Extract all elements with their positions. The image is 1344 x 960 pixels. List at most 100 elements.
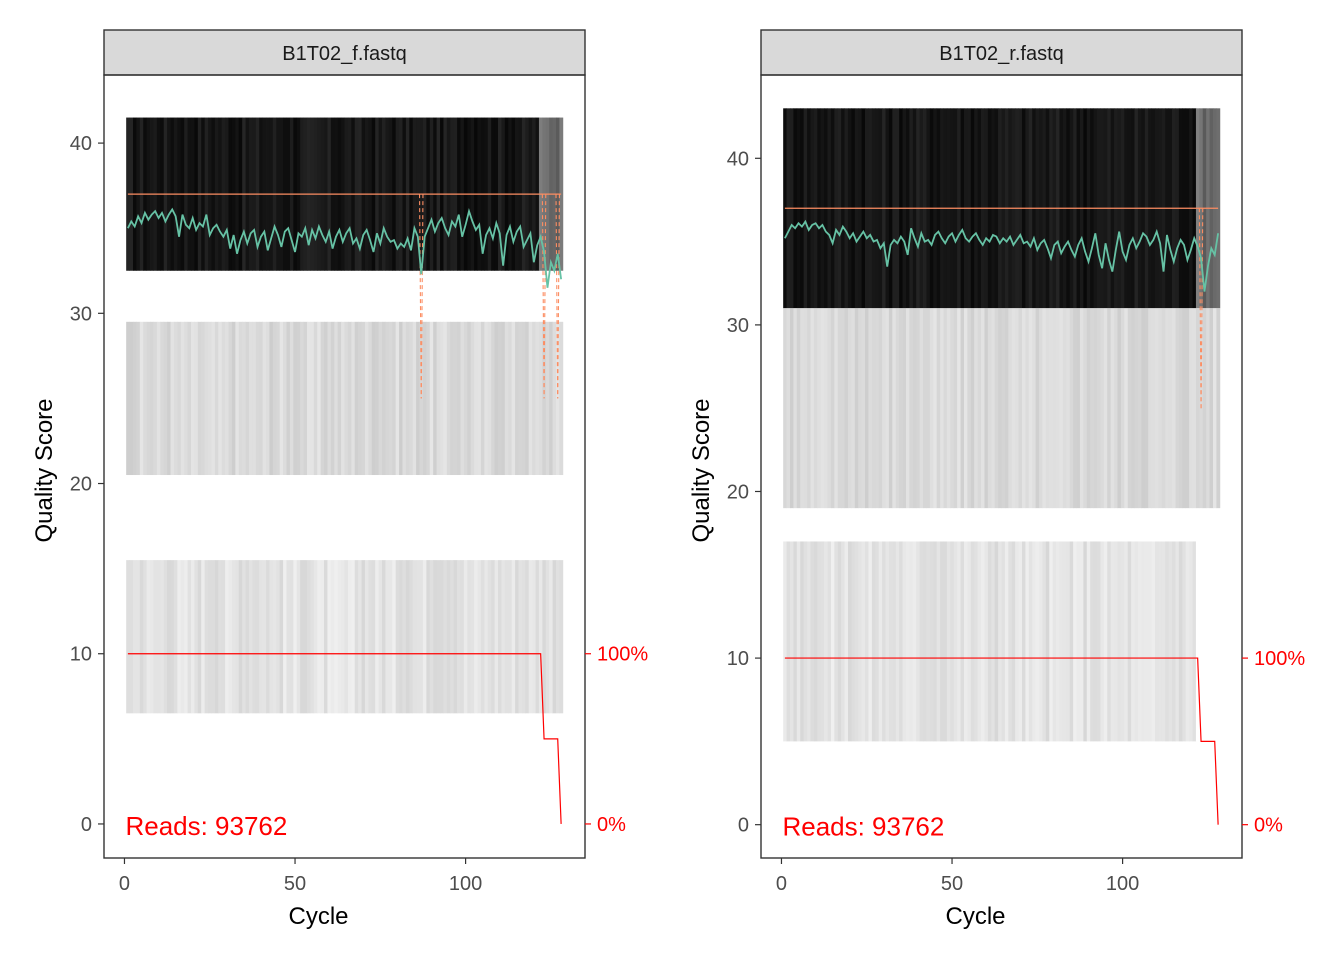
heatmap-cell (837, 541, 842, 742)
heatmap-cell (834, 541, 839, 742)
heatmap-cell (245, 321, 250, 476)
heatmap-cell (1175, 308, 1180, 509)
heatmap-cell (946, 308, 951, 509)
heatmap-cell (293, 321, 298, 476)
heatmap-cell (177, 560, 182, 714)
heatmap-cell (238, 321, 243, 476)
heatmap-cell (1110, 541, 1115, 742)
heatmap-cell (153, 560, 158, 714)
heatmap-cell (1206, 541, 1210, 742)
heatmap-cell (385, 560, 390, 714)
heatmap-cell (266, 560, 270, 714)
heatmap-cell (187, 321, 192, 476)
heatmap-cell (136, 321, 141, 476)
heatmap-cell (844, 308, 849, 509)
heatmap-cell (865, 541, 869, 742)
y-tick-label: 0 (81, 814, 92, 836)
heatmap-cell (228, 321, 233, 476)
heatmap-cell (361, 560, 366, 714)
heatmap-cell (1083, 541, 1088, 742)
heatmap-cell (1011, 541, 1016, 742)
heatmap-cell (412, 321, 417, 476)
heatmap-cell (1165, 308, 1170, 509)
heatmap-cell (1168, 308, 1173, 509)
heatmap-cell (1086, 541, 1091, 742)
heatmap-cell (177, 321, 182, 476)
heatmap-cell (173, 321, 178, 476)
heatmap-cell (919, 541, 924, 742)
heatmap-cell (429, 560, 434, 714)
heatmap-cell (899, 541, 903, 742)
heatmap-cell (433, 321, 438, 476)
heatmap-cell (1213, 308, 1217, 509)
heatmap-cell (197, 560, 202, 714)
heatmap-cell (861, 308, 866, 509)
heatmap-cell (252, 321, 257, 476)
heatmap-cell (991, 308, 996, 509)
heatmap-cell (902, 541, 907, 742)
heatmap-cell (364, 560, 369, 714)
heatmap-cell (242, 321, 246, 476)
heatmap-cell (905, 308, 910, 509)
heatmap-cell (477, 321, 482, 476)
heatmap-cell (946, 541, 951, 742)
heatmap-cell (1175, 541, 1180, 742)
heatmap-cell (909, 541, 914, 742)
heatmap-cell (167, 321, 171, 476)
heatmap-cell (789, 308, 794, 509)
heatmap-cell (841, 541, 845, 742)
heatmap-cell (1093, 541, 1098, 742)
heatmap-cell (146, 321, 151, 476)
heatmap-cell (793, 308, 798, 509)
heatmap-cell (470, 321, 475, 476)
heatmap-cell (813, 308, 818, 509)
heatmap-cell (515, 560, 519, 714)
x-tick-label: 100 (449, 873, 482, 895)
quality-panel-reverse: B1T02_r.fastq 0 10 20 30 40 0 50 100 0% 100% Cycle Q… (688, 29, 1305, 930)
reads-count-label: Reads: 93762 (782, 812, 944, 842)
heatmap-cell (453, 321, 458, 476)
heatmap-cell (266, 321, 270, 476)
heatmap-cell (327, 321, 332, 476)
heatmap-cell (1090, 541, 1095, 742)
heatmap-cell (1114, 308, 1118, 509)
heatmap-cell (351, 321, 356, 476)
heatmap-cell (813, 541, 818, 742)
quartile-line (1198, 208, 1202, 409)
heatmap-cell (143, 321, 148, 476)
x-axis-title: Cycle (288, 903, 348, 930)
heatmap-cell (559, 560, 564, 714)
y-tick-label: 0 (738, 815, 749, 837)
heatmap-cell (1083, 308, 1088, 509)
heatmap-cell (508, 321, 513, 476)
heatmap-cell (926, 541, 931, 742)
heatmap-cell (950, 541, 955, 742)
heatmap-cell (235, 321, 240, 476)
heatmap-cell (494, 321, 499, 476)
heatmap-cell (963, 541, 968, 742)
heatmap-cell (824, 541, 828, 742)
heatmap-cell (494, 560, 499, 714)
heatmap-cell (1158, 541, 1163, 742)
heatmap-cell (385, 321, 390, 476)
strip-title: B1T02_f.fastq (282, 43, 407, 65)
heatmap-cell (957, 541, 961, 742)
heatmap-cell (443, 560, 448, 714)
heatmap-cell (324, 560, 328, 714)
heatmap-cell (320, 321, 325, 476)
heatmap-cell (204, 321, 209, 476)
heatmap-cell (1076, 541, 1081, 742)
heatmap-cell (789, 541, 794, 742)
heatmap-cell (279, 321, 284, 476)
heatmap-cell (436, 560, 441, 714)
heatmap-cell (324, 321, 328, 476)
heatmap-cell (392, 560, 397, 714)
heatmap-cell (1144, 308, 1149, 509)
heatmap-cell (538, 321, 543, 476)
heatmap-cell (1110, 308, 1115, 509)
heatmap-cell (1155, 308, 1159, 509)
heatmap-cell (1103, 308, 1108, 509)
heatmap-cell (552, 321, 557, 476)
heatmap-cell (991, 541, 996, 742)
heatmap-cell (443, 321, 448, 476)
